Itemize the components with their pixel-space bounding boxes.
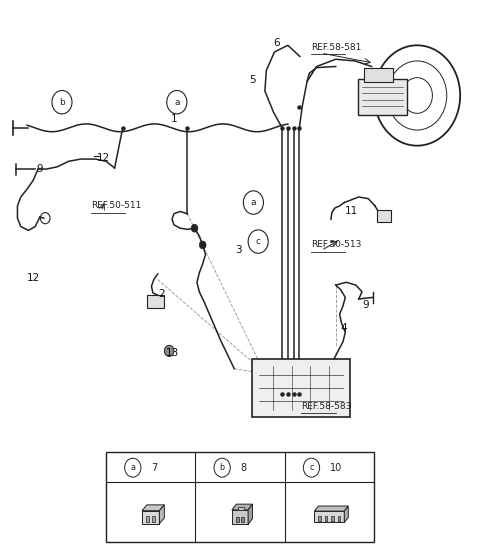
Circle shape	[164, 345, 174, 357]
Text: a: a	[174, 98, 180, 107]
Text: 6: 6	[274, 39, 280, 49]
Text: REF.50-513: REF.50-513	[311, 240, 361, 249]
FancyBboxPatch shape	[377, 210, 391, 222]
Bar	[338, 517, 340, 521]
Bar	[146, 516, 149, 522]
Text: REF.58-581: REF.58-581	[311, 43, 361, 52]
Polygon shape	[159, 505, 164, 524]
Bar	[142, 511, 159, 524]
Text: 10: 10	[330, 463, 342, 473]
Text: 13: 13	[166, 348, 179, 358]
Text: 9: 9	[36, 164, 43, 174]
Bar	[152, 516, 155, 522]
FancyBboxPatch shape	[147, 295, 164, 309]
Text: b: b	[59, 98, 65, 107]
Text: c: c	[309, 463, 314, 472]
Bar	[106, 452, 374, 542]
Text: 12: 12	[27, 273, 40, 283]
Text: 11: 11	[345, 206, 359, 216]
Text: 9: 9	[362, 301, 369, 310]
Text: a: a	[130, 463, 135, 472]
Text: c: c	[256, 237, 261, 246]
Polygon shape	[248, 504, 252, 524]
Polygon shape	[232, 504, 252, 510]
Text: 1: 1	[170, 114, 177, 124]
Bar	[331, 517, 334, 521]
Polygon shape	[344, 506, 348, 523]
Text: 5: 5	[250, 75, 256, 85]
Text: 8: 8	[240, 463, 246, 473]
Circle shape	[191, 224, 198, 232]
Polygon shape	[142, 505, 164, 511]
Bar	[236, 517, 239, 522]
Text: 2: 2	[158, 290, 165, 299]
Bar	[238, 507, 244, 510]
FancyBboxPatch shape	[252, 359, 349, 416]
Text: a: a	[251, 198, 256, 207]
Circle shape	[199, 241, 206, 249]
FancyBboxPatch shape	[364, 68, 393, 82]
Text: b: b	[219, 463, 225, 472]
Bar	[241, 517, 244, 522]
Text: 12: 12	[96, 153, 109, 163]
FancyBboxPatch shape	[358, 79, 407, 115]
Text: 7: 7	[151, 463, 157, 473]
Text: 4: 4	[340, 323, 347, 333]
Text: REF.50-511: REF.50-511	[91, 201, 141, 210]
Text: REF.58-583: REF.58-583	[301, 402, 352, 411]
Bar	[314, 511, 344, 523]
Polygon shape	[314, 506, 348, 511]
Bar	[232, 510, 248, 524]
Bar	[325, 517, 327, 521]
Bar	[318, 517, 321, 521]
Text: 3: 3	[235, 245, 242, 255]
